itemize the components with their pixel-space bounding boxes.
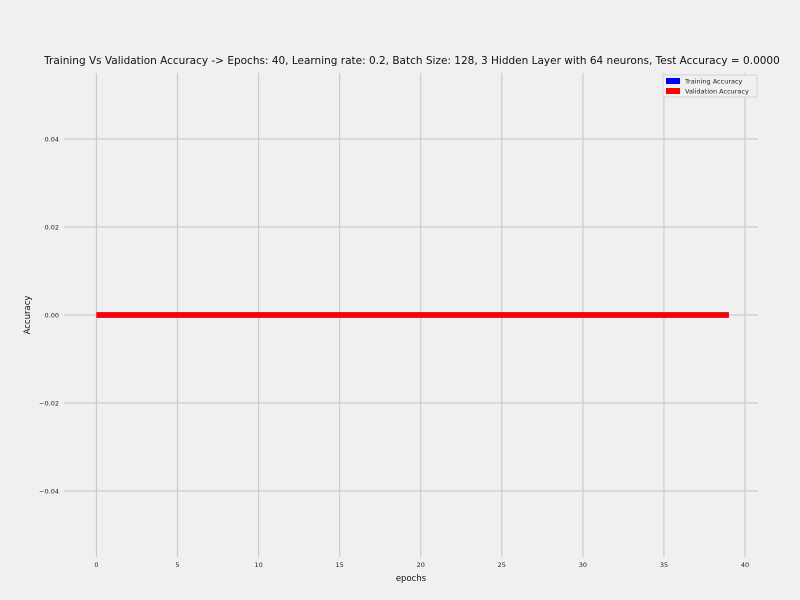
y-tick-label: −0.04 xyxy=(39,488,59,496)
x-tick-label: 10 xyxy=(254,561,262,569)
y-tick-label: 0.04 xyxy=(45,136,59,144)
x-tick-label: 40 xyxy=(741,561,749,569)
legend-label: Training Accuracy xyxy=(684,78,743,86)
x-tick-label: 5 xyxy=(175,561,179,569)
legend: Training Accuracy Validation Accuracy xyxy=(662,74,758,98)
legend-swatch xyxy=(666,88,680,94)
x-tick-label: 20 xyxy=(417,561,425,569)
x-tick-label: 15 xyxy=(336,561,344,569)
y-axis-label: Accuracy xyxy=(23,296,33,335)
x-tick-labels: 0 5 10 15 20 25 30 35 40 xyxy=(94,561,749,569)
x-tick-label: 0 xyxy=(94,561,98,569)
x-axis-label: epochs xyxy=(396,574,427,584)
x-tick-label: 30 xyxy=(579,561,587,569)
y-tick-label: 0.00 xyxy=(45,312,59,320)
legend-label: Validation Accuracy xyxy=(685,88,749,96)
y-tick-labels: −0.04 −0.02 0.00 0.02 0.04 xyxy=(39,136,59,496)
chart-title: Training Vs Validation Accuracy -> Epoch… xyxy=(43,55,780,67)
legend-box xyxy=(662,74,758,98)
y-tick-label: 0.02 xyxy=(45,224,59,232)
x-tick-label: 35 xyxy=(660,561,668,569)
legend-swatch xyxy=(666,78,680,84)
x-tick-label: 25 xyxy=(498,561,506,569)
y-tick-label: −0.02 xyxy=(39,400,59,408)
